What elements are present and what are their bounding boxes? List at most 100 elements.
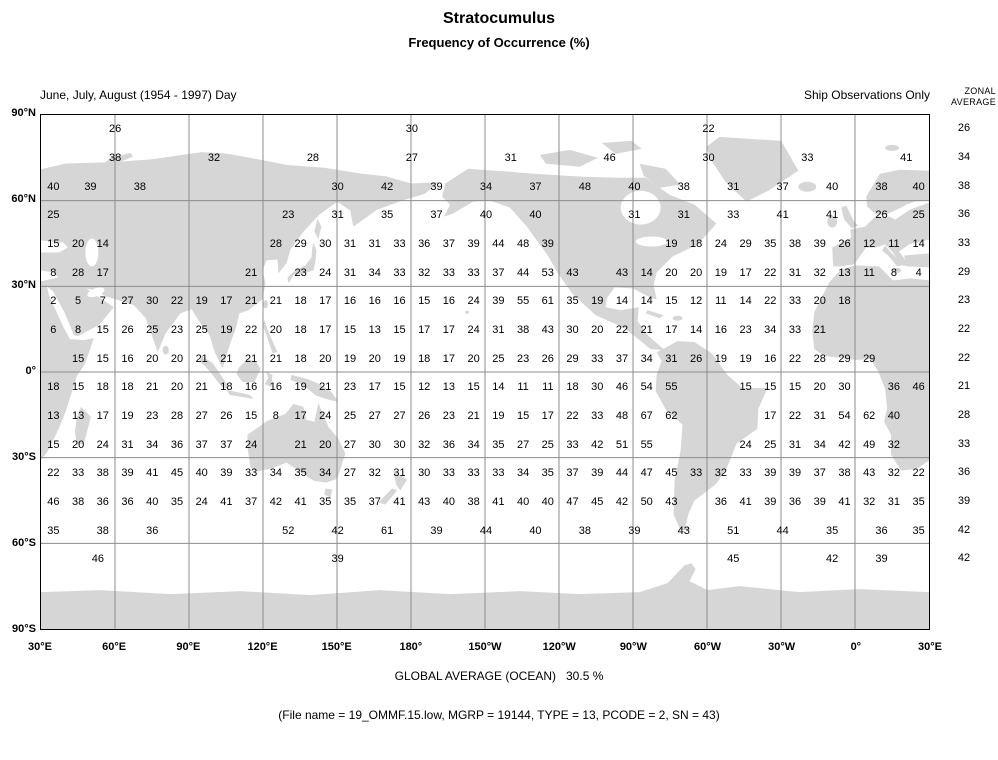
grid-cell-value: 30 xyxy=(702,152,715,164)
grid-cell-value: 61 xyxy=(541,295,554,308)
grid-cell-value: 45 xyxy=(170,467,184,480)
grid-cell-value: 18 xyxy=(566,381,579,394)
latitude-tick-label: 30°S xyxy=(12,451,36,463)
grid-cell-value: 33 xyxy=(467,467,480,480)
grid-cell-value: 13 xyxy=(47,410,60,422)
grid-cell-value: 50 xyxy=(640,496,653,508)
grid-cell-value: 21 xyxy=(640,324,653,336)
grid-cell-value: 20 xyxy=(71,238,85,250)
grid-cell-value: 32 xyxy=(207,152,221,164)
grid-cell-value: 34 xyxy=(516,467,530,480)
grid-cell-value: 30 xyxy=(405,123,418,136)
grid-cell-value: 31 xyxy=(368,238,381,250)
grid-cell-value: 61 xyxy=(380,524,394,537)
grid-cell-value: 19 xyxy=(591,295,604,308)
grid-cell-value: 43 xyxy=(863,467,876,480)
grid-cell-value: 29 xyxy=(739,238,752,250)
grid-cell-value: 15 xyxy=(418,295,431,308)
grid-cell-value: 15 xyxy=(788,381,802,394)
grid-cell-value: 45 xyxy=(665,467,678,480)
grid-cell-value: 44 xyxy=(776,524,789,537)
grid-cell-value: 41 xyxy=(492,496,505,508)
observations-label: Ship Observations Only xyxy=(803,88,930,102)
grid-cell-value: 39 xyxy=(430,180,443,193)
landmass-ireland xyxy=(827,215,838,228)
grid-cell-value: 23 xyxy=(516,352,530,365)
grid-cell-value: 36 xyxy=(714,496,727,508)
grid-cell-value: 33 xyxy=(591,410,604,422)
grid-cell-value: 46 xyxy=(47,496,60,508)
grid-cell-value: 36 xyxy=(146,524,159,537)
grid-cell-value: 31 xyxy=(665,352,678,365)
grid-cell-value: 27 xyxy=(343,467,357,480)
grid-cell-value: 8 xyxy=(272,410,279,422)
grid-cell-value: 31 xyxy=(788,438,802,451)
grid-cell-value: 17 xyxy=(442,352,456,365)
grid-cell-value: 16 xyxy=(343,295,357,308)
grid-cell-value: 15 xyxy=(47,238,60,250)
grid-cell-value: 24 xyxy=(319,410,332,422)
grid-cell-value: 23 xyxy=(294,266,307,279)
grid-cell-value: 37 xyxy=(430,209,443,222)
landmass-new-zealand-north xyxy=(393,470,408,491)
grid-cell-value: 30 xyxy=(566,324,579,336)
grid-cell-value: 41 xyxy=(838,496,851,508)
grid-cell-value: 42 xyxy=(269,496,282,508)
grid-cell-value: 31 xyxy=(677,209,690,222)
grid-cell-value: 22 xyxy=(245,324,258,336)
grid-cell-value: 23 xyxy=(442,410,456,422)
grid-cell-value: 14 xyxy=(739,295,752,308)
grid-cell-value: 55 xyxy=(640,438,653,451)
grid-cell-value: 54 xyxy=(838,410,851,422)
landmass-greenland xyxy=(706,136,799,202)
zonal-average-value: 38 xyxy=(957,179,971,192)
longitude-tick-label: 30°E xyxy=(918,641,942,653)
grid-cell-value: 20 xyxy=(813,295,826,308)
grid-cell-value: 31 xyxy=(343,266,357,279)
grid-cell-value: 30 xyxy=(591,381,604,394)
grid-cell-value: 15 xyxy=(393,381,406,394)
grid-cell-value: 22 xyxy=(615,324,629,336)
grid-cell-value: 51 xyxy=(615,438,629,451)
grid-cell-value: 21 xyxy=(195,352,208,365)
landmass-svalbard xyxy=(885,144,900,151)
grid-cell-value: 40 xyxy=(195,467,208,480)
grid-cell-value: 33 xyxy=(393,238,406,250)
grid-cell-value: 37 xyxy=(776,180,789,193)
grid-cell-value: 44 xyxy=(479,524,493,537)
grid-cell-value: 8 xyxy=(890,266,897,279)
grid-cell-value: 32 xyxy=(714,467,727,480)
file-info-label: (File name = 19_OMMF.15.low, MGRP = 1914… xyxy=(278,708,720,722)
grid-cell-value: 38 xyxy=(133,180,146,193)
grid-cell-value: 21 xyxy=(269,352,282,365)
grid-cell-value: 27 xyxy=(368,410,381,422)
grid-cell-value: 14 xyxy=(640,266,653,279)
grid-cell-value: 33 xyxy=(690,467,703,480)
grid-cell-value: 21 xyxy=(319,381,332,394)
grid-cell-value: 18 xyxy=(121,381,134,394)
grid-cell-value: 19 xyxy=(294,381,307,394)
zonal-average-value: 33 xyxy=(957,237,971,249)
longitude-tick-label: 120°E xyxy=(247,641,278,653)
landmass-sri-lanka xyxy=(162,345,169,355)
grid-cell-value: 19 xyxy=(393,352,406,365)
grid-cell-value: 34 xyxy=(479,180,493,193)
grid-cell-value: 26 xyxy=(838,238,851,250)
grid-cell-value: 39 xyxy=(764,496,777,508)
grid-cell-value: 36 xyxy=(121,496,134,508)
landmass-new-zealand-south xyxy=(378,488,398,505)
longitude-tick-label: 30°E xyxy=(28,641,52,653)
grid-cell-value: 22 xyxy=(566,410,579,422)
grid-cell-value: 46 xyxy=(91,553,104,566)
grid-cell-value: 15 xyxy=(47,438,60,451)
grid-cell-value: 20 xyxy=(319,352,332,365)
grid-cell-value: 16 xyxy=(714,324,727,336)
grid-cell-value: 41 xyxy=(294,496,307,508)
landmass-west-africa xyxy=(812,265,929,471)
grid-cell-value: 19 xyxy=(121,410,134,422)
grid-cell-value: 21 xyxy=(220,352,233,365)
grid-cell-value: 4 xyxy=(915,266,922,279)
grid-cell-value: 24 xyxy=(245,438,258,451)
grid-cell-value: 19 xyxy=(665,238,678,250)
grid-cell-value: 11 xyxy=(888,238,900,250)
